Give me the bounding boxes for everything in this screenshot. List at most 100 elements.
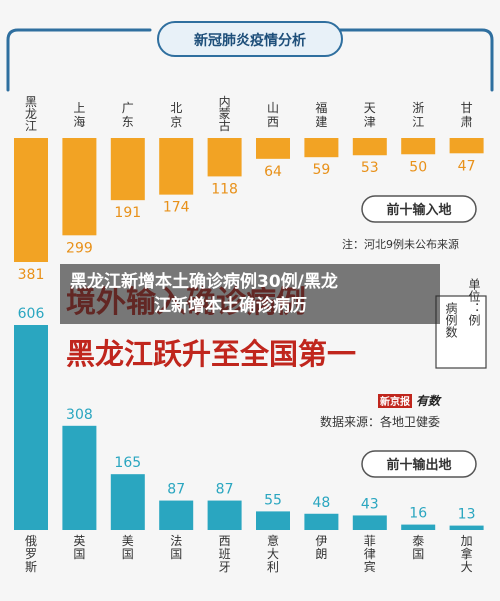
export-category-label: 律 xyxy=(364,547,376,561)
import-bar xyxy=(449,138,484,154)
import-value-label: 174 xyxy=(163,200,190,216)
export-bar xyxy=(62,425,97,530)
export-value-label: 16 xyxy=(409,506,427,522)
export-category-label: 法 xyxy=(170,534,182,548)
import-category-label: 浙 xyxy=(412,101,424,115)
import-bar xyxy=(159,138,194,195)
export-category-label: 罗 xyxy=(25,547,37,561)
export-category-label: 加 xyxy=(461,534,473,548)
export-value-label: 87 xyxy=(167,482,185,498)
export-category-label: 朗 xyxy=(315,547,327,561)
import-value-label: 64 xyxy=(264,164,282,180)
import-value-label: 118 xyxy=(211,181,238,197)
import-category-label: 京 xyxy=(170,115,182,129)
unit-text: 单位：例 xyxy=(467,278,481,326)
import-category-label: 黑 xyxy=(25,95,37,109)
import-category-label: 建 xyxy=(315,115,327,129)
import-category-label: 肃 xyxy=(461,115,473,129)
export-bar xyxy=(159,500,194,530)
export-category-label: 西 xyxy=(219,534,231,548)
export-bar xyxy=(14,325,48,530)
export-category-label: 国 xyxy=(412,547,424,561)
export-value-label: 165 xyxy=(114,455,141,471)
import-category-label: 山 xyxy=(267,101,279,115)
export-bar xyxy=(352,515,387,530)
import-value-label: 59 xyxy=(312,162,330,178)
export-category-label: 班 xyxy=(219,547,231,561)
export-category-label: 意 xyxy=(267,533,279,548)
export-category-label: 大 xyxy=(461,560,473,574)
export-category-label: 宾 xyxy=(364,559,376,574)
import-bar xyxy=(14,138,48,262)
import-bar xyxy=(110,138,145,201)
export-category-label: 拿 xyxy=(461,546,473,561)
export-bar xyxy=(401,524,436,530)
import-bar xyxy=(401,138,436,155)
import-legend-title: 前十输入地 xyxy=(386,202,451,218)
export-category-label: 大 xyxy=(267,547,279,561)
export-value-label: 308 xyxy=(66,407,93,423)
chart-title: 新冠肺炎疫情分析 xyxy=(194,32,306,49)
export-bar xyxy=(207,500,242,530)
import-category-label: 北 xyxy=(170,101,182,115)
import-value-label: 47 xyxy=(458,158,476,174)
export-bar xyxy=(449,525,484,530)
source-text: 数据来源：各地卫健委 xyxy=(320,414,440,429)
export-category-label: 国 xyxy=(170,547,182,561)
overlay-line-1: 黑龙江新增本土确诊病例30例/黑龙 xyxy=(70,272,338,292)
frame-right xyxy=(338,28,494,92)
export-category-label: 国 xyxy=(122,547,134,561)
overlay-caption: 黑龙江新增本土确诊病例30例/黑龙 江新增本土确诊病历 xyxy=(60,264,440,324)
import-category-label: 津 xyxy=(364,115,376,129)
import-category-label: 古 xyxy=(219,118,231,133)
import-category-label: 内 xyxy=(219,95,231,109)
export-category-label: 国 xyxy=(73,547,85,561)
title-pill xyxy=(157,21,343,57)
import-category-label: 天 xyxy=(364,101,376,115)
unit-box xyxy=(435,295,487,369)
import-category-label: 西 xyxy=(267,115,279,129)
import-category-label: 海 xyxy=(73,114,85,129)
export-bar xyxy=(304,513,339,530)
import-value-label: 299 xyxy=(66,240,93,256)
import-value-label: 50 xyxy=(409,159,427,175)
export-category-label: 英 xyxy=(73,534,85,548)
headline-line-2: 黑龙江跃升至全国第一 xyxy=(66,337,356,371)
import-bar xyxy=(207,138,242,177)
import-note: 注：河北9例未公布来源 xyxy=(342,237,459,251)
source-logo-2: 有数 xyxy=(416,394,442,408)
import-value-label: 191 xyxy=(114,205,141,221)
import-category-label: 福 xyxy=(315,100,327,115)
source-logo: 新京报 xyxy=(380,395,410,408)
export-category-label: 菲 xyxy=(364,534,376,548)
export-value-label: 43 xyxy=(361,496,379,512)
unit-axis-label: 病例数 xyxy=(444,301,458,339)
export-value-label: 87 xyxy=(216,482,234,498)
export-category-label: 利 xyxy=(267,560,279,574)
export-bar xyxy=(110,474,145,530)
import-legend-pill xyxy=(361,195,477,223)
export-category-label: 牙 xyxy=(219,560,231,574)
import-category-label: 东 xyxy=(122,115,134,129)
export-legend-title: 前十输出地 xyxy=(386,457,451,473)
frame-left xyxy=(6,28,152,92)
export-value-label: 13 xyxy=(458,507,476,523)
export-category-label: 俄 xyxy=(25,534,37,548)
import-value-label: 53 xyxy=(361,160,379,176)
import-category-label: 蒙 xyxy=(219,107,231,121)
export-value-label: 48 xyxy=(312,495,330,511)
import-category-label: 江 xyxy=(412,115,424,129)
export-category-label: 美 xyxy=(122,534,134,548)
import-category-label: 江 xyxy=(25,119,37,133)
export-value-label: 55 xyxy=(264,492,282,508)
import-category-label: 上 xyxy=(73,101,85,115)
export-category-label: 泰 xyxy=(412,534,424,548)
overlay-line-2: 江新增本土确诊病历 xyxy=(154,296,307,316)
import-bar xyxy=(62,138,97,236)
export-legend-pill xyxy=(361,450,477,478)
import-bar xyxy=(304,138,339,158)
export-value-label: 606 xyxy=(18,306,45,322)
export-bar xyxy=(256,511,290,530)
